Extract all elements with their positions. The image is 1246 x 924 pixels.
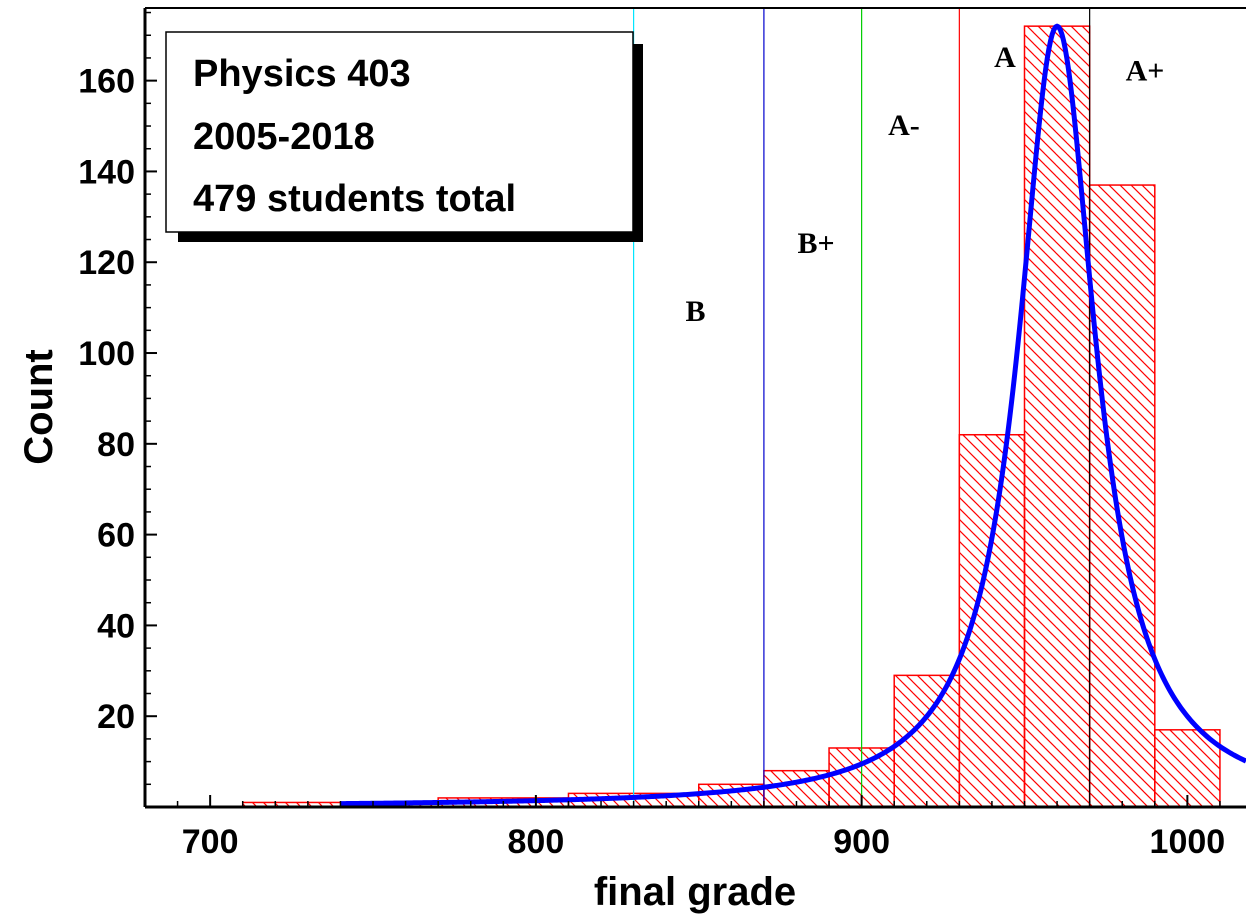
histogram-bar	[1088, 184, 1156, 807]
grade-label: B	[685, 295, 705, 328]
y-tick-label: 100	[78, 335, 135, 373]
y-tick-label: 140	[78, 153, 135, 191]
histogram-bar	[1154, 729, 1221, 807]
plot-frame	[143, 7, 1246, 809]
x-tick-label: 700	[182, 823, 239, 861]
y-tick-label: 40	[97, 607, 135, 645]
y-tick-label: 160	[78, 63, 135, 101]
histogram-bar	[958, 433, 1026, 807]
grade-label: A	[994, 41, 1016, 74]
grade-label: B+	[797, 227, 834, 260]
grade-labels: B B+ A- A A+	[685, 41, 1164, 328]
legend-box: Physics 403 2005-2018 479 students total	[165, 31, 643, 242]
histogram-bar	[1023, 25, 1091, 807]
legend-background	[165, 31, 634, 233]
x-tick-label: 900	[833, 823, 890, 861]
legend-line-1: Physics 403	[193, 53, 411, 95]
fit-curve-group	[339, 23, 1246, 807]
y-axis-title: Count	[17, 349, 61, 465]
x-tick-label: 1000	[1150, 823, 1226, 861]
x-axis-ticks: 700 800 900 1000	[176, 795, 1226, 861]
fit-curve	[339, 23, 1246, 807]
y-tick-label: 20	[97, 698, 135, 736]
legend-line-3: 479 students total	[193, 178, 516, 220]
grade-label: A+	[1126, 55, 1165, 88]
y-tick-label: 80	[97, 426, 135, 464]
legend-line-2: 2005-2018	[193, 116, 375, 158]
x-axis-title: final grade	[594, 870, 796, 914]
y-tick-label: 60	[97, 517, 135, 555]
y-tick-label: 120	[78, 244, 135, 282]
y-axis-ticks: 20 40 60 80 100 120 140 160	[78, 11, 157, 786]
x-tick-label: 800	[508, 823, 565, 861]
grade-label: A-	[888, 109, 920, 142]
